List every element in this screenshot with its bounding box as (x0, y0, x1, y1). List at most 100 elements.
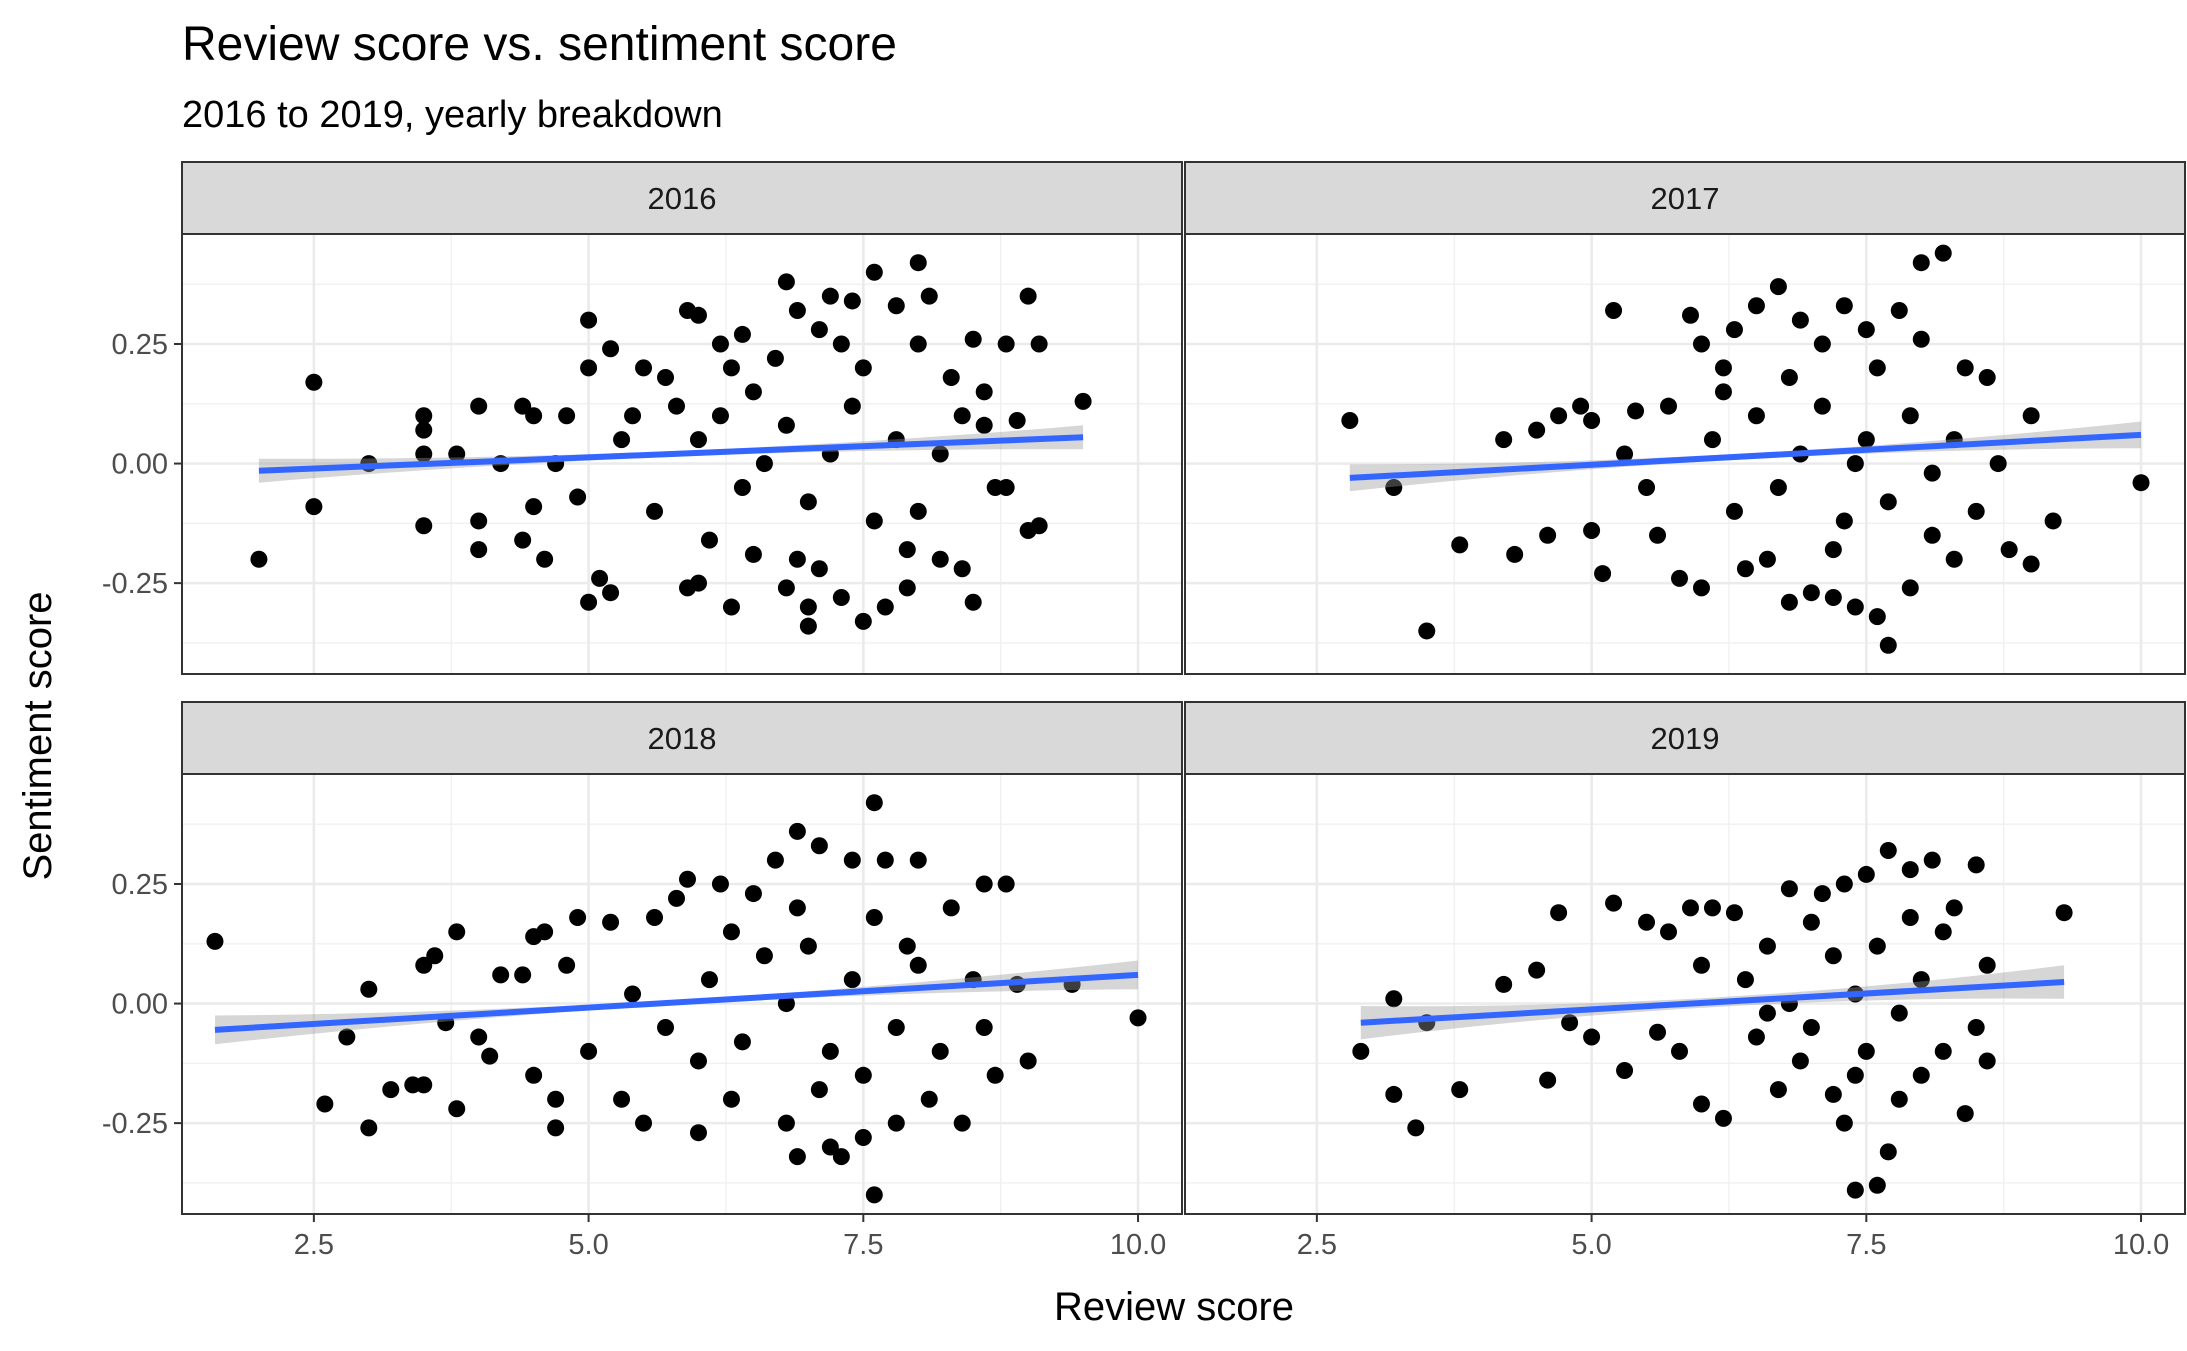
data-point (1868, 359, 1886, 377)
data-point (360, 980, 378, 998)
data-point (316, 1095, 334, 1113)
data-point (1616, 445, 1634, 463)
data-point (1008, 412, 1026, 430)
data-point (1802, 1018, 1820, 1036)
data-point (975, 383, 993, 401)
data-point (766, 349, 784, 367)
data-point (1528, 421, 1546, 439)
data-point (810, 321, 828, 339)
data-point (909, 335, 927, 353)
data-point (1583, 522, 1601, 540)
data-point (1725, 321, 1743, 339)
data-point (1736, 971, 1754, 989)
data-point (1649, 526, 1667, 544)
data-point (2022, 555, 2040, 573)
data-point (591, 569, 609, 587)
data-point (931, 445, 949, 463)
data-point (711, 875, 729, 893)
data-point (1956, 1105, 1974, 1123)
data-point (1583, 412, 1601, 430)
data-point (722, 359, 740, 377)
data-point (953, 407, 971, 425)
data-point (1912, 971, 1930, 989)
data-point (1835, 875, 1853, 893)
data-point (1967, 1018, 1985, 1036)
data-point (1725, 502, 1743, 520)
data-point (1846, 1066, 1864, 1084)
x-tick-label: 7.5 (843, 1229, 883, 1261)
data-point (843, 397, 861, 415)
data-point (997, 478, 1015, 496)
data-point (678, 870, 696, 888)
data-point (854, 612, 872, 630)
data-point (580, 359, 598, 377)
data-point (1901, 861, 1919, 879)
data-point (1890, 1090, 1908, 1108)
data-point (448, 923, 466, 941)
data-point (1649, 1023, 1667, 1041)
data-point (1923, 851, 1941, 869)
data-point (547, 1119, 565, 1137)
data-point (525, 1066, 543, 1084)
data-point (777, 416, 795, 434)
data-point (1769, 478, 1787, 496)
data-point (1671, 1042, 1689, 1060)
data-point (854, 359, 872, 377)
data-point (1747, 407, 1765, 425)
y-tick-label: 0.00 (112, 449, 168, 481)
plot-background (1185, 234, 2185, 674)
data-point (931, 1042, 949, 1060)
data-point (1967, 502, 1985, 520)
data-point (777, 273, 795, 291)
facet-panel-2019: 2019 2.5 5.0 7.5 10.0 (1184, 701, 2186, 1261)
data-point (536, 923, 554, 941)
data-point (1835, 512, 1853, 530)
panel-border (181, 233, 1183, 675)
data-point (1813, 335, 1831, 353)
data-point (360, 1119, 378, 1137)
data-point (711, 407, 729, 425)
data-point (711, 335, 729, 353)
data-point (657, 1018, 675, 1036)
data-point (1956, 359, 1974, 377)
y-tick-label: -0.25 (102, 568, 168, 600)
data-point (1550, 904, 1568, 922)
data-point (646, 502, 664, 520)
data-point (755, 947, 773, 965)
data-point (635, 359, 653, 377)
data-point (415, 1076, 433, 1094)
data-point (415, 421, 433, 439)
data-point (1912, 1066, 1930, 1084)
data-point (492, 966, 510, 984)
data-point (580, 311, 598, 329)
data-point (305, 373, 323, 391)
data-point (1945, 899, 1963, 917)
x-tick-label: 5.0 (568, 1229, 608, 1261)
data-point (470, 512, 488, 530)
data-point (1506, 545, 1524, 563)
data-point (1692, 335, 1710, 353)
data-point (1813, 885, 1831, 903)
facet-panel-2017: 2017 (1184, 161, 2186, 675)
facet-strip-label: 2017 (1651, 181, 1720, 216)
data-point (657, 368, 675, 386)
data-point (887, 1114, 905, 1132)
data-point (689, 1052, 707, 1070)
data-point (1879, 842, 1897, 860)
data-point (1605, 302, 1623, 320)
data-point (1890, 1004, 1908, 1022)
facet-panel-2016: 2016 -0.25 0.00 0.25 (102, 161, 1183, 675)
data-point (1714, 1109, 1732, 1127)
data-point (887, 1018, 905, 1036)
data-point (865, 263, 883, 281)
x-tick-label: 10.0 (1110, 1229, 1166, 1261)
data-point (668, 889, 686, 907)
data-point (525, 407, 543, 425)
chart-subtitle: 2016 to 2019, yearly breakdown (182, 94, 723, 136)
data-point (250, 550, 268, 568)
data-point (744, 383, 762, 401)
data-point (1989, 455, 2007, 473)
data-point (1802, 913, 1820, 931)
data-point (2132, 474, 2150, 492)
facet-strip (181, 161, 1183, 235)
